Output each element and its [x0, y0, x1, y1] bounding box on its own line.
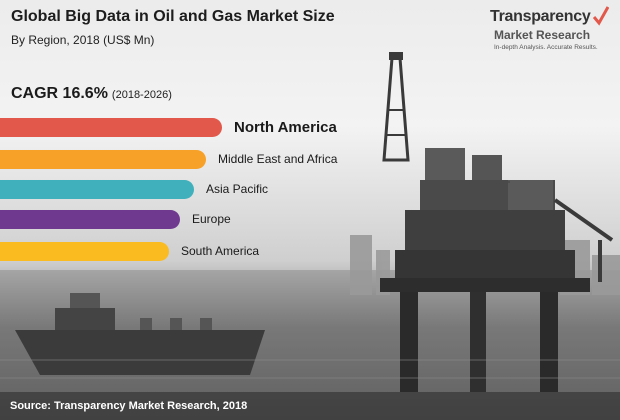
cagr-label: CAGR 16.6% (2018-2026) [11, 85, 172, 103]
bar-asia-pacific [0, 180, 194, 199]
logo-subname: Market Research [494, 28, 591, 42]
region-label: Middle East and Africa [218, 152, 338, 166]
cagr-value: CAGR 16.6% [11, 85, 108, 102]
bar-north-america [0, 118, 222, 137]
oil-platform-icon [380, 52, 614, 392]
bar-europe [0, 210, 180, 229]
bar-south-america [0, 242, 169, 261]
cagr-period: (2018-2026) [111, 89, 172, 101]
chart-subtitle: By Region, 2018 (US$ Mn) [11, 33, 155, 47]
bar-middle-east-africa [0, 150, 206, 169]
water-lines [0, 359, 620, 379]
region-label: Asia Pacific [206, 182, 269, 196]
region-label: North America [234, 119, 337, 136]
logo-name: Transparency [490, 8, 591, 25]
checkmark-icon [593, 6, 609, 26]
region-label: Europe [192, 212, 231, 226]
region-label: South America [181, 244, 260, 258]
source-note: Source: Transparency Market Research, 20… [0, 392, 620, 420]
ship-icon [15, 293, 265, 375]
city-silhouette [350, 235, 620, 295]
company-logo: Transparency Market Research In-depth An… [470, 6, 612, 70]
logo-tagline: In-depth Analysis. Accurate Results. [494, 44, 598, 51]
chart-title: Global Big Data in Oil and Gas Market Si… [11, 8, 335, 25]
